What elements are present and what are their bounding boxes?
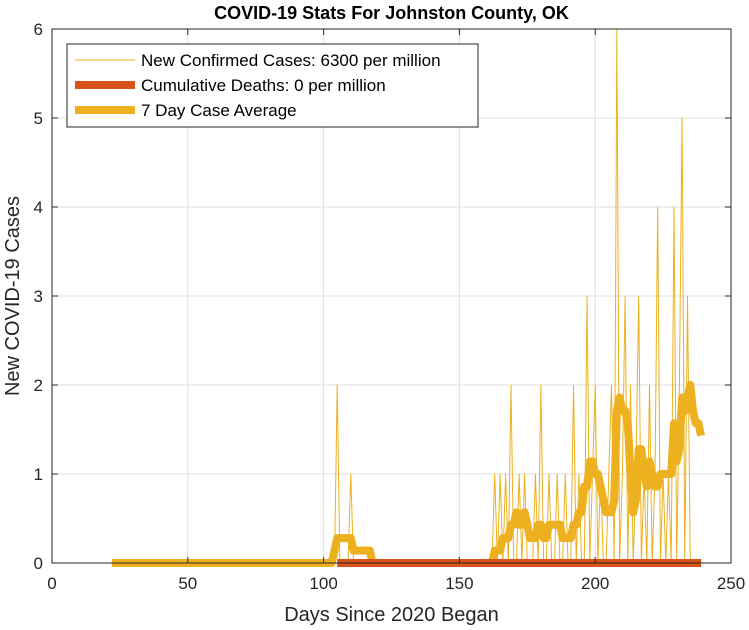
legend: New Confirmed Cases: 6300 per million Cum…: [66, 43, 479, 128]
legend-entry-label: Cumulative Deaths: 0 per million: [141, 76, 386, 95]
series-line-3: [111, 381, 706, 567]
x-tick-label: 100: [309, 574, 337, 593]
y-tick-label: 1: [34, 465, 43, 484]
legend-box: [66, 43, 479, 128]
axis-ticks: 0 50 100 150 200 250 0 1 2 3 4 5 6: [34, 20, 746, 593]
y-tick-label: 6: [34, 20, 43, 39]
chart-title: COVID-19 Stats For Johnston County, OK: [214, 3, 569, 23]
legend-entry-label: 7 Day Case Average: [141, 101, 297, 120]
y-tick-label: 4: [34, 198, 43, 217]
x-tick-label: 200: [581, 574, 609, 593]
x-tick-label: 50: [178, 574, 197, 593]
y-tick-label: 2: [34, 376, 43, 395]
x-tick-label: 150: [445, 574, 473, 593]
x-tick-label: 250: [717, 574, 745, 593]
x-axis-label: Days Since 2020 Began: [284, 604, 499, 626]
x-tick-label: 0: [47, 574, 56, 593]
y-tick-label: 0: [34, 554, 43, 573]
y-tick-label: 5: [34, 109, 43, 128]
y-axis-label: New COVID-19 Cases: [2, 196, 24, 396]
legend-entry-label: New Confirmed Cases: 6300 per million: [141, 51, 441, 70]
y-tick-label: 3: [34, 287, 43, 306]
